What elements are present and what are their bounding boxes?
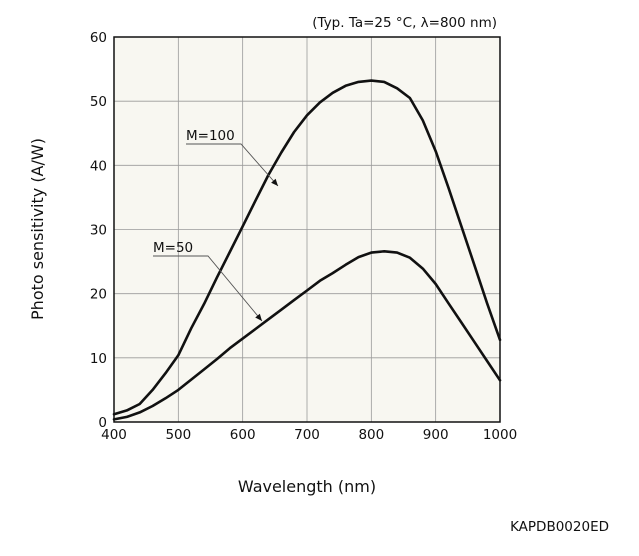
y-axis-title: Photo sensitivity (A/W) — [28, 138, 47, 320]
leader-line-m50 — [153, 255, 263, 322]
x-tick-700: 700 — [294, 427, 320, 443]
x-tick-1000: 1000 — [483, 427, 517, 443]
leader-arrow-m100 — [271, 178, 278, 186]
series-line-m50 — [112, 250, 502, 421]
y-tick-40: 40 — [90, 158, 107, 174]
y-tick-30: 30 — [90, 223, 107, 239]
y-tick-labels: 0 10 20 30 40 50 60 — [90, 30, 107, 431]
x-tick-600: 600 — [230, 427, 256, 443]
leader-line-m100 — [186, 143, 279, 187]
figure-code: KAPDB0020ED — [510, 519, 609, 535]
y-tick-10: 10 — [90, 351, 107, 367]
y-tick-60: 60 — [90, 30, 107, 46]
x-tick-800: 800 — [358, 427, 384, 443]
y-tick-20: 20 — [90, 287, 107, 303]
condition-note: (Typ. Ta=25 °C, λ=800 nm) — [312, 15, 497, 31]
series-label-m50: M=50 — [153, 240, 193, 256]
x-tick-900: 900 — [423, 427, 449, 443]
y-tick-50: 50 — [90, 94, 107, 110]
x-tick-400: 400 — [101, 427, 127, 443]
x-tick-500: 500 — [165, 427, 191, 443]
x-axis-title: Wavelength (nm) — [238, 477, 376, 496]
leader-arrow-m50 — [255, 313, 262, 321]
plot-frame — [113, 36, 501, 423]
series-label-m100: M=100 — [186, 128, 235, 144]
series-group — [112, 79, 502, 421]
y-tick-0: 0 — [98, 415, 107, 431]
x-tick-labels: 400 500 600 700 800 900 1000 — [101, 427, 517, 443]
series-labels: M=100 M=50 — [153, 128, 279, 322]
series-line-m100 — [112, 79, 502, 416]
grid — [114, 37, 500, 422]
